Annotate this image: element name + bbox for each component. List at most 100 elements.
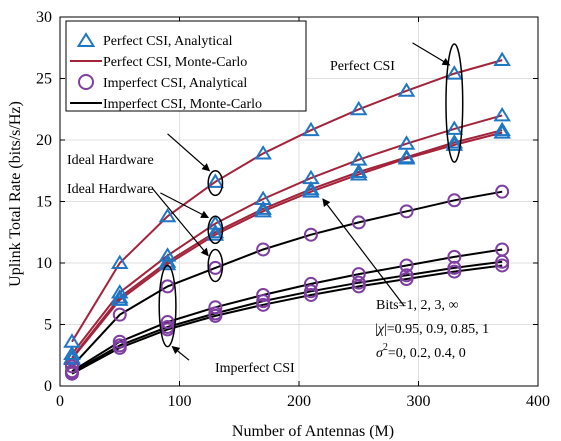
data-point-circle xyxy=(112,334,127,349)
series-markers-3 xyxy=(63,124,511,365)
legend-item-perfect-montecarlo: Perfect CSI, Monte-Carlo xyxy=(70,55,247,70)
legend-circle-marker xyxy=(78,74,94,90)
annotation-ideal-hardware-2: Ideal Hardware xyxy=(67,182,154,197)
data-point-circle xyxy=(256,287,271,302)
data-point-circle xyxy=(112,340,127,355)
data-point-circle xyxy=(495,184,510,199)
data-point-circle xyxy=(256,297,271,312)
annotation-sigma: σ2=0, 0.2, 0.4, 0 xyxy=(376,342,466,361)
series-markers-7 xyxy=(64,258,510,381)
series-markers-4 xyxy=(64,184,510,374)
series-1 xyxy=(71,114,503,355)
legend-box xyxy=(65,20,307,112)
y-tick-label: 0 xyxy=(44,378,52,395)
x-tick-label: 100 xyxy=(168,393,192,410)
data-point-triangle xyxy=(397,135,416,150)
series-line xyxy=(71,264,503,375)
data-point-triangle xyxy=(254,145,272,160)
data-point-triangle xyxy=(254,200,272,215)
data-point-triangle xyxy=(493,124,511,139)
series-line xyxy=(71,248,503,373)
data-point-circle xyxy=(208,308,223,323)
series-line xyxy=(71,114,503,355)
sigma-values: =0, 0.2, 0.4, 0 xyxy=(388,346,466,361)
x-tick-label: 200 xyxy=(287,393,311,410)
annotation-chi: |χ|=0.95, 0.9, 0.85, 1 xyxy=(375,322,489,337)
legend-label: Imperfect CSI, Analytical xyxy=(103,76,247,91)
legend-item-perfect-analytical: Perfect CSI, Analytical xyxy=(76,32,233,49)
annotation-ellipse xyxy=(158,264,177,348)
series-0 xyxy=(71,59,503,343)
data-point-triangle xyxy=(349,166,368,181)
annotation-layer xyxy=(151,42,464,361)
data-point-triangle xyxy=(445,65,464,80)
series-markers-2 xyxy=(63,121,511,364)
legend-item-imperfect-analytical: Imperfect CSI, Analytical xyxy=(78,74,247,91)
y-axis-label: Uplink Total Rate (bits/s/Hz) xyxy=(7,101,24,287)
chi-values: |=0.95, 0.9, 0.85, 1 xyxy=(384,322,489,337)
data-point-circle xyxy=(64,366,79,381)
data-point-triangle xyxy=(110,289,129,304)
data-point-triangle xyxy=(63,350,81,365)
data-point-circle xyxy=(351,279,366,294)
data-point-triangle xyxy=(397,82,416,97)
data-point-triangle xyxy=(63,345,81,361)
series-line xyxy=(71,129,503,359)
data-point-circle xyxy=(399,204,414,219)
data-point-circle xyxy=(160,322,175,337)
chi-bar-open: | xyxy=(375,322,378,337)
y-tick-label: 30 xyxy=(36,9,52,26)
x-tick-label: 0 xyxy=(56,393,64,410)
x-tick-label: 300 xyxy=(407,393,431,410)
data-point-triangle xyxy=(349,163,368,178)
data-point-triangle xyxy=(493,121,511,137)
data-point-triangle xyxy=(158,255,177,271)
data-point-circle xyxy=(399,268,414,283)
annotation-imperfect-csi: Imperfect CSI xyxy=(215,361,295,376)
data-point-circle xyxy=(256,242,271,257)
chi-symbol: χ xyxy=(376,322,385,337)
annotation-ellipse xyxy=(445,43,464,163)
data-point-triangle xyxy=(445,120,464,135)
data-point-circle xyxy=(447,193,462,208)
annotation-texts: Perfect CSI Ideal Hardware Ideal Hardwar… xyxy=(67,59,489,376)
legend-label: Imperfect CSI, Monte-Carlo xyxy=(103,97,262,112)
sigma-symbol: σ xyxy=(376,346,384,361)
data-point-circle xyxy=(303,284,318,299)
axes: 0 100 200 300 400 0 5 10 15 20 25 30 xyxy=(36,9,550,410)
y-tick-label: 5 xyxy=(44,317,52,334)
annotation-arrow xyxy=(167,133,211,172)
x-tick-label: 400 xyxy=(526,393,550,410)
annotation-ellipse xyxy=(207,170,224,197)
data-point-circle xyxy=(495,254,510,269)
annotation-bits: Bits=1, 2, 3, ∞ xyxy=(376,298,458,313)
annotation-perfect-csi: Perfect CSI xyxy=(330,59,395,74)
legend-triangle-marker xyxy=(76,32,96,47)
annotation-arrow xyxy=(322,198,405,307)
data-point-triangle xyxy=(158,253,177,268)
data-point-triangle xyxy=(206,223,225,239)
data-point-triangle xyxy=(206,226,225,241)
data-point-circle xyxy=(447,264,462,279)
data-point-triangle xyxy=(110,254,129,269)
data-point-circle xyxy=(112,307,127,322)
data-point-circle xyxy=(351,215,366,230)
data-point-triangle xyxy=(110,291,129,306)
data-point-triangle xyxy=(158,247,177,262)
data-point-triangle xyxy=(254,202,272,218)
annotation-arrow xyxy=(412,42,451,66)
data-point-circle xyxy=(64,359,79,374)
data-point-triangle xyxy=(110,284,129,299)
y-tick-label: 15 xyxy=(36,194,52,211)
series-layer xyxy=(63,51,511,381)
annotation-arrow xyxy=(171,346,190,361)
data-point-circle xyxy=(303,227,318,242)
data-point-triangle xyxy=(349,100,368,116)
annotation-arrow xyxy=(160,192,210,219)
series-line xyxy=(71,131,503,360)
sigma-exponent: 2 xyxy=(383,342,388,353)
series-line xyxy=(71,59,503,343)
data-point-circle xyxy=(303,287,318,302)
annotation-arrow xyxy=(151,187,209,257)
